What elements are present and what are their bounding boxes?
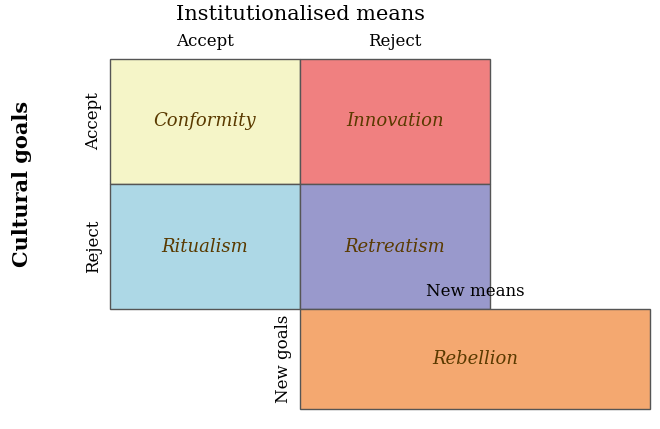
Bar xyxy=(110,59,300,184)
Bar xyxy=(300,184,490,309)
Text: New means: New means xyxy=(426,283,524,299)
Text: Reject: Reject xyxy=(85,220,102,273)
Text: Institutionalised means: Institutionalised means xyxy=(176,4,424,24)
Text: Reject: Reject xyxy=(368,33,422,49)
Text: Rebellion: Rebellion xyxy=(432,350,518,368)
Text: New goals: New goals xyxy=(275,315,292,403)
Bar xyxy=(300,59,490,184)
Text: Ritualism: Ritualism xyxy=(162,238,248,256)
Bar xyxy=(110,184,300,309)
Text: Cultural goals: Cultural goals xyxy=(12,101,32,267)
Text: Conformity: Conformity xyxy=(154,112,256,130)
Bar xyxy=(300,309,650,409)
Text: Retreatism: Retreatism xyxy=(345,238,446,256)
Text: Accept: Accept xyxy=(176,33,234,49)
Text: Accept: Accept xyxy=(85,93,102,151)
Text: Innovation: Innovation xyxy=(346,112,444,130)
